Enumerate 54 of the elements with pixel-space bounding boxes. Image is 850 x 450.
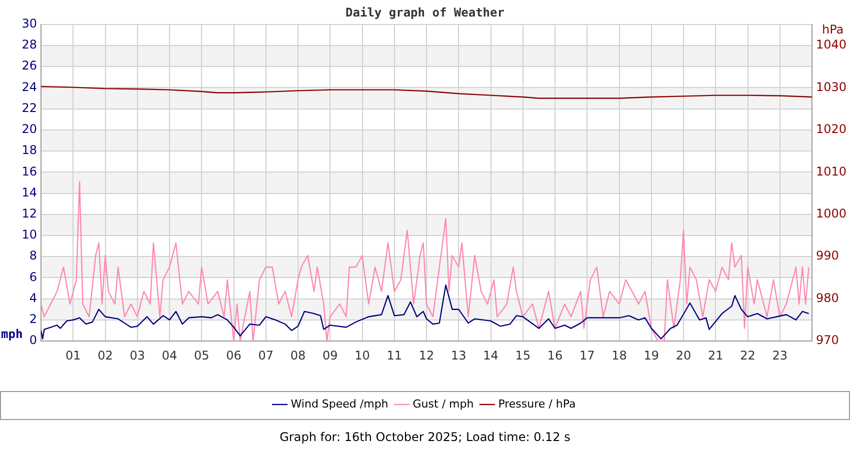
y-tick-label: 2: [29, 312, 37, 326]
x-tick-label: 17: [579, 348, 595, 362]
y-tick-label: 14: [22, 185, 37, 200]
y2-tick-label: 980: [816, 290, 839, 305]
y2-axis-title: hPa: [822, 22, 844, 37]
x-tick-label: 08: [290, 348, 306, 362]
y-tick-label: 18: [22, 143, 37, 158]
x-tick-label: 14: [483, 348, 498, 362]
x-tick-label: 21: [708, 348, 724, 362]
x-tick-label: 05: [194, 348, 210, 362]
y-tick-label: 30: [22, 16, 37, 31]
y-tick-label: 4: [29, 290, 37, 305]
y-tick-label: 0: [29, 333, 37, 348]
y-tick-label: 26: [22, 58, 37, 73]
y-tick-label: 20: [22, 122, 37, 136]
y2-tick-label: 970: [816, 333, 839, 348]
y-tick-label: 28: [22, 38, 37, 52]
x-tick-label: 12: [418, 348, 434, 362]
x-tick-label: 15: [515, 348, 531, 362]
x-tick-label: 10: [354, 348, 370, 362]
x-tick-label: 18: [612, 348, 627, 362]
x-tick-label: 23: [772, 348, 788, 362]
x-tick-label: 06: [226, 348, 242, 362]
legend-label: Wind Speed /mph: [290, 397, 388, 410]
x-tick-label: 11: [386, 348, 402, 362]
y2-tick-label: 990: [816, 248, 839, 263]
x-tick-label: 04: [162, 348, 178, 362]
x-tick-label: 19: [644, 348, 660, 362]
x-tick-label: 07: [258, 348, 274, 362]
y-axis-title: mph: [1, 327, 23, 342]
x-tick-label: 03: [130, 348, 146, 362]
x-tick-label: 02: [98, 348, 113, 362]
legend-label: Gust / mph: [412, 397, 474, 410]
y-tick-label: 16: [22, 164, 37, 178]
y-tick-label: 12: [22, 206, 37, 220]
x-tick-label: 22: [740, 348, 756, 362]
y-tick-label: 24: [22, 80, 37, 94]
y-tick-label: 22: [22, 100, 37, 115]
y-tick-label: 6: [29, 270, 37, 284]
x-tick-label: 20: [676, 348, 692, 362]
x-tick-label: 13: [450, 348, 466, 362]
legend-label: Pressure / hPa: [498, 397, 576, 410]
y-tick-label: 10: [22, 228, 37, 242]
x-tick-label: 16: [547, 348, 563, 362]
y-tick-label: 8: [29, 248, 37, 263]
y2-tick-label: 1040: [816, 38, 847, 52]
x-tick-label: 01: [65, 348, 81, 362]
y2-tick-label: 1000: [816, 206, 847, 220]
x-tick-label: 09: [322, 348, 338, 362]
y2-tick-label: 1030: [816, 80, 847, 94]
text: Graph for: 16th October 2025; Load time: 0.12 s: [278, 430, 572, 444]
y2-tick-label: 1010: [816, 164, 847, 178]
chart-title: Daily graph of Weather: [346, 5, 504, 20]
y2-tick-label: 1020: [816, 122, 847, 136]
